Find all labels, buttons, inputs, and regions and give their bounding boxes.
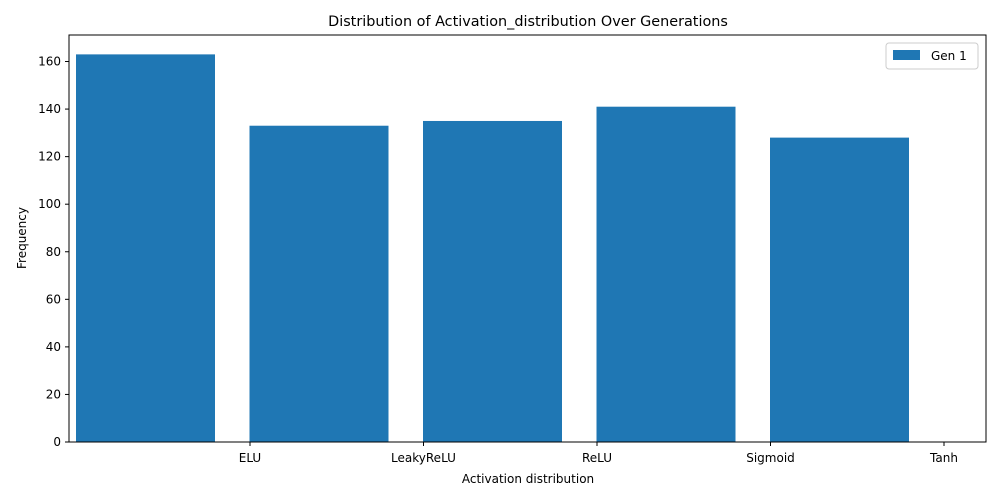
- y-axis: 0 20 40 60 80 100 120 140 160: [38, 55, 69, 449]
- x-axis: ELU LeakyReLU ReLU Sigmoid Tanh: [239, 442, 958, 465]
- legend-swatch: [893, 50, 920, 60]
- x-tick-label: Sigmoid: [746, 451, 795, 465]
- bars-group: [76, 54, 909, 443]
- x-axis-label: Activation distribution: [462, 472, 594, 486]
- legend-frame: [885, 42, 979, 70]
- y-tick-label: 140: [38, 102, 61, 116]
- y-tick-label: 160: [38, 55, 61, 69]
- y-tick-label: 60: [46, 292, 61, 306]
- x-tick-label: ELU: [239, 451, 261, 465]
- legend: Gen 1: [885, 42, 979, 70]
- y-tick-label: 40: [46, 340, 61, 354]
- bar-relu: [423, 120, 562, 442]
- bar-elu: [76, 54, 215, 442]
- y-axis-label: Frequency: [15, 207, 29, 269]
- bar-sigmoid: [596, 106, 736, 442]
- plot-frame: [68, 34, 987, 443]
- x-tick-label: LeakyReLU: [391, 451, 456, 465]
- y-tick-label: 80: [46, 245, 61, 259]
- x-tick-label: ReLU: [582, 451, 612, 465]
- y-tick-label: 120: [38, 150, 61, 164]
- chart-title: Distribution of Activation_distribution …: [328, 14, 728, 30]
- y-tick-label: 0: [53, 435, 61, 449]
- bar-leakyrelu: [249, 125, 389, 443]
- y-tick-label: 20: [46, 387, 61, 401]
- legend-label: Gen 1: [931, 49, 967, 63]
- bar-tanh: [770, 137, 909, 442]
- y-tick-label: 100: [38, 197, 61, 211]
- x-tick-label: Tanh: [929, 451, 958, 465]
